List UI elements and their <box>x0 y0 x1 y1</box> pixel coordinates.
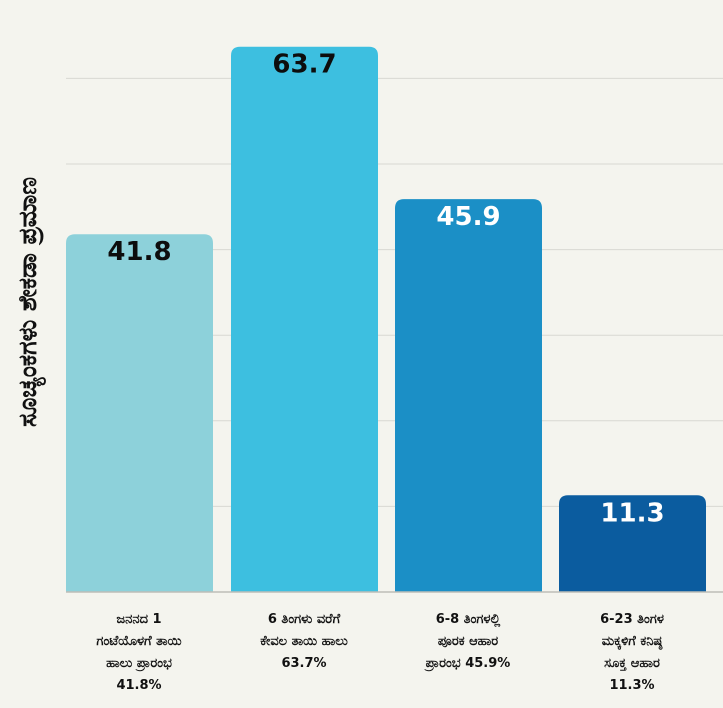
category-label-line: 6-23 ತಿಂಗಳ <box>600 612 664 627</box>
bar-3 <box>395 199 542 592</box>
category-label-1: ಜನನದ 1 ಗಂಟೆಯೊಳಗೆ ತಾಯಿ ಹಾಲು ಪ್ರಾರಂಭ 41.8% <box>61 609 217 697</box>
category-label-line: ಸೂಕ್ತ ಆಹಾರ <box>604 656 660 671</box>
category-label-line: ಪ್ರಾರಂಭ 45.9% <box>425 656 511 671</box>
category-label-line: ಕೇವಲ ತಾಯಿ ಹಾಲು <box>260 634 348 649</box>
category-label-line: 6-8 ತಿಂಗಳಲ್ಲಿ <box>435 612 501 627</box>
category-label-line: 63.7% <box>281 656 327 671</box>
category-label-line: 6 ತಿಂಗಳು ವರೆಗೆ <box>267 612 341 627</box>
value-label-1: 41.8 <box>107 237 171 267</box>
category-label-line: 11.3% <box>609 678 655 693</box>
bar-1 <box>66 234 213 592</box>
value-label-3: 45.9 <box>436 202 500 232</box>
category-label-line: ಮಕ್ಕಳಿಗೆ ಕನಿಷ್ಠ <box>601 634 663 649</box>
category-label-line: ಹಾಲು ಪ್ರಾರಂಭ <box>106 656 172 671</box>
value-label-4: 11.3 <box>600 498 664 528</box>
category-label-line: ಪೂರಕ ಆಹಾರ <box>437 634 499 649</box>
category-label-4: 6-23 ತಿಂಗಳ ಮಕ್ಕಳಿಗೆ ಕನಿಷ್ಠ ಸೂಕ್ತ ಆಹಾರ 11.3% <box>554 609 710 697</box>
bars <box>66 46 706 592</box>
category-label-line: 41.8% <box>116 678 162 693</box>
bar-4 <box>559 495 706 592</box>
value-label-2: 63.7 <box>272 50 336 80</box>
category-label-line: ಜನನದ 1 <box>116 612 162 627</box>
value-labels: 41.8 63.7 45.9 11.3 <box>107 50 664 529</box>
bar-2 <box>231 46 378 592</box>
category-label-3: 6-8 ತಿಂಗಳಲ್ಲಿ ಪೂರಕ ಆಹಾರ ಪ್ರಾರಂಭ 45.9% <box>390 609 546 675</box>
category-label-2: 6 ತಿಂಗಳು ವರೆಗೆ ಕೇವಲ ತಾಯಿ ಹಾಲು 63.7% <box>226 609 382 675</box>
y-axis-title: ಸೂಚ್ಯಂಕಗಳು ಶೇಕಡಾ ಪ್ರಮಾಣ <box>13 177 42 427</box>
category-label-line: ಗಂಟೆಯೊಳಗೆ ತಾಯಿ <box>96 634 182 649</box>
